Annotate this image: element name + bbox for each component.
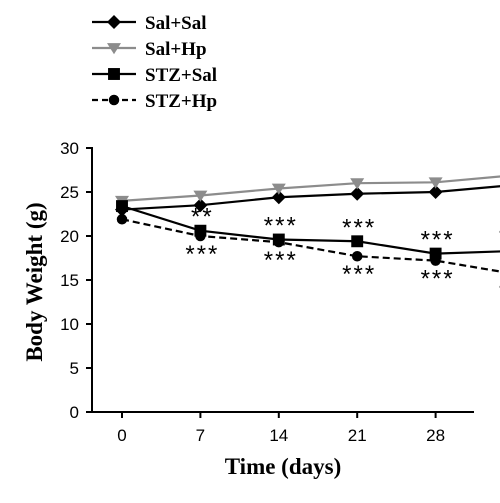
data-point xyxy=(428,185,443,199)
significance-stars: *** xyxy=(264,247,298,274)
data-point xyxy=(351,235,364,248)
series-line xyxy=(121,205,500,255)
data-point xyxy=(116,214,128,225)
data-point xyxy=(271,183,286,195)
legend-item: Sal+Sal xyxy=(92,13,207,34)
significance-stars: *** xyxy=(342,261,376,288)
y-tick-label: 0 xyxy=(70,403,79,422)
data-point xyxy=(195,230,206,242)
data-point xyxy=(116,200,128,213)
legend-label: Sal+Hp xyxy=(145,39,207,60)
significance-stars: *** xyxy=(421,227,455,254)
legend-label: STZ+Sal xyxy=(145,65,217,86)
legend-item: STZ+Sal xyxy=(92,65,217,86)
data-point xyxy=(193,198,208,213)
data-point xyxy=(350,186,365,201)
y-tick-label: 5 xyxy=(70,359,79,378)
data-point xyxy=(350,178,365,190)
data-point xyxy=(194,224,207,237)
series-line xyxy=(121,185,500,211)
significance-stars: *** xyxy=(264,213,298,240)
series-sal-sal xyxy=(115,185,500,217)
y-axis-label: Body Weight (g) xyxy=(22,202,47,361)
legend-marker-icon xyxy=(108,94,120,106)
x-tick-label: 7 xyxy=(196,426,205,445)
x-ticks: 0714212835 xyxy=(117,412,445,445)
data-point xyxy=(193,190,208,202)
significance-annotations: ***************************** xyxy=(185,204,500,306)
legend-label: Sal+Sal xyxy=(145,13,207,34)
plot-area xyxy=(115,175,500,273)
legend-marker-icon xyxy=(107,15,121,29)
y-ticks: 0 5 10 15 20 25 30 xyxy=(60,139,92,422)
legend-marker-icon xyxy=(107,43,121,55)
y-tick-label: 10 xyxy=(60,315,79,334)
data-point xyxy=(430,255,441,266)
legend-item: STZ+Hp xyxy=(92,91,217,112)
series-line xyxy=(121,175,500,202)
significance-stars: *** xyxy=(499,279,500,306)
significance-stars: *** xyxy=(185,241,219,268)
data-point xyxy=(429,247,442,260)
significance-stars: ** xyxy=(191,204,214,231)
legend-label: STZ+Hp xyxy=(145,91,217,112)
y-tick-label: 15 xyxy=(60,271,79,290)
x-tick-label: 21 xyxy=(348,426,367,445)
significance-stars: *** xyxy=(499,224,500,251)
legend: Sal+Sal Sal+Hp STZ+Sal STZ+Hp xyxy=(92,13,217,112)
data-point xyxy=(271,190,286,205)
data-point xyxy=(273,236,285,248)
x-tick-label: 0 xyxy=(117,426,126,445)
data-point xyxy=(351,250,363,262)
y-tick-label: 25 xyxy=(60,183,79,202)
data-point xyxy=(428,177,443,189)
legend-marker-icon xyxy=(108,68,120,80)
significance-stars: *** xyxy=(342,214,376,241)
series-stz-hp xyxy=(116,214,500,273)
significance-stars: *** xyxy=(421,266,455,293)
series-sal-hp xyxy=(115,175,500,208)
legend-item: Sal+Hp xyxy=(92,39,207,60)
y-tick-label: 20 xyxy=(60,227,79,246)
y-tick-label: 30 xyxy=(60,139,79,158)
x-tick-label: 28 xyxy=(426,426,445,445)
series-line xyxy=(121,218,500,273)
x-tick-label: 14 xyxy=(269,426,288,445)
x-axis-label: Time (days) xyxy=(225,454,342,479)
